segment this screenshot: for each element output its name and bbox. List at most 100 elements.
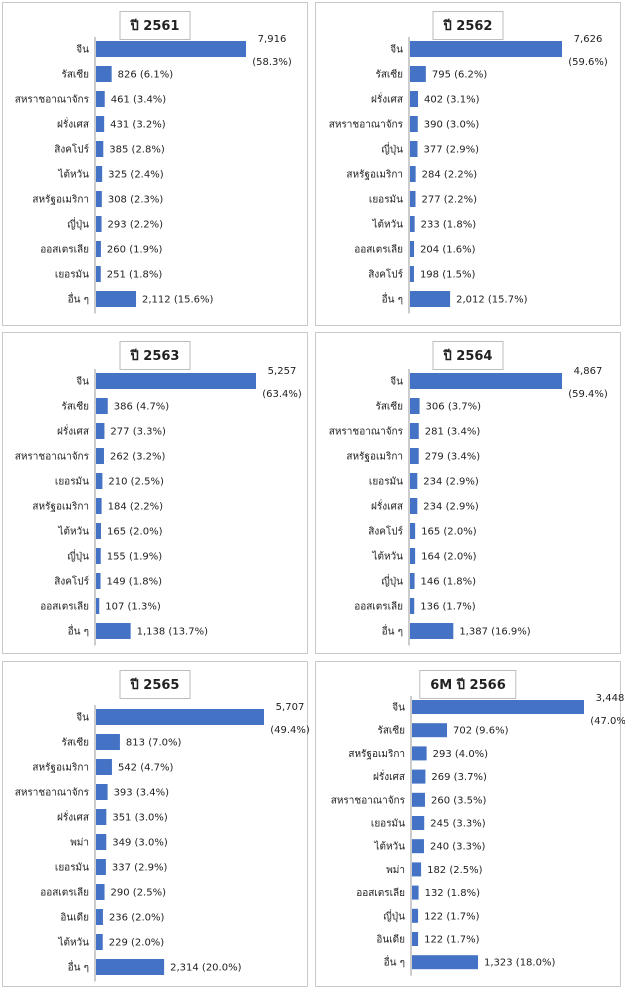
data-label: 826 (6.1%) [118, 70, 174, 81]
category-label: ญี่ปุ่น [381, 142, 403, 156]
bar [96, 116, 105, 132]
data-label-percent: (49.4%) [270, 725, 310, 736]
category-label: ไต้หวัน [57, 937, 89, 949]
data-label: 349 (3.0%) [112, 838, 168, 849]
category-label: สิงคโปร์ [54, 575, 89, 588]
data-label: 1,387 (16.9%) [459, 627, 530, 638]
category-label: ฝรั่งเศส [57, 117, 89, 131]
category-label: สหราชอาณาจักร [15, 452, 90, 463]
bar-chart-2562: จีน 7,626 (59.6%) รัสเซีย 795 (6.2%) ฝรั่งเศส… [329, 34, 608, 314]
bar [410, 216, 415, 232]
data-label: 210 (2.5%) [108, 477, 164, 488]
bar [96, 884, 105, 900]
bar [96, 241, 101, 257]
bar [96, 909, 103, 925]
category-label: รัสเซีย [61, 401, 89, 413]
data-label: 277 (2.2%) [422, 195, 478, 206]
data-label: 279 (3.4%) [425, 452, 481, 463]
data-label-value: 5,257 [268, 366, 297, 377]
category-label: ไต้หวัน [371, 551, 403, 563]
bar [96, 216, 102, 232]
bar [96, 448, 104, 464]
category-label: ไต้หวัน [57, 169, 89, 181]
chart-panel-2561: ปี 2561 จีน 7,916 (58.3%) รัสเซีย 826 (6.1%)… [2, 2, 308, 326]
data-label: 146 (1.8%) [421, 577, 477, 588]
category-label: เยอรมัน [371, 819, 405, 830]
data-label: 542 (4.7%) [118, 763, 174, 774]
data-label: 290 (2.5%) [111, 888, 167, 899]
category-label: รัสเซีย [375, 401, 403, 413]
data-label: 234 (2.9%) [423, 502, 479, 513]
data-label: 204 (1.6%) [420, 245, 476, 256]
category-label: อื่น ๆ [384, 955, 405, 969]
data-label: 233 (1.8%) [421, 220, 477, 231]
data-label: 229 (2.0%) [109, 938, 165, 949]
data-label: 149 (1.8%) [107, 577, 163, 588]
data-label: 385 (2.8%) [109, 145, 165, 156]
bar [410, 373, 562, 389]
category-label: สหราชอาณาจักร [15, 788, 90, 799]
category-label: พม่า [386, 865, 405, 876]
category-label: จีน [390, 44, 403, 56]
category-label: สิงคโปร์ [368, 268, 403, 281]
bar [410, 241, 415, 257]
bar-chart-2566: จีน 3,448 (47.0%) รัสเซีย 702 (9.6%) สหรัฐอเม… [331, 693, 625, 976]
data-label: 107 (1.3%) [105, 602, 161, 613]
bar [96, 166, 103, 182]
bar [410, 291, 451, 307]
bar [410, 423, 419, 439]
bar [96, 423, 105, 439]
chart-title: ปี 2565 [119, 670, 191, 699]
bar [412, 792, 425, 807]
category-label: สหราชอาณาจักร [15, 95, 90, 106]
bar [412, 769, 426, 784]
category-label: อินเดีย [376, 934, 405, 946]
bar [96, 834, 107, 850]
bar [410, 166, 416, 182]
data-label: 325 (2.4%) [108, 170, 164, 181]
bar-chart-2563: จีน 5,257 (63.4%) รัสเซีย 386 (4.7%) ฝรั่งเศส… [15, 366, 302, 646]
bar-chart-2564: จีน 4,867 (59.4%) รัสเซีย 306 (3.7%) สหราชอาณ… [329, 366, 608, 646]
category-label: ญี่ปุ่น [67, 217, 89, 231]
category-label: รัสเซีย [377, 725, 405, 737]
data-label: 293 (4.0%) [433, 749, 489, 760]
category-label: สหรัฐอเมริกา [32, 502, 89, 513]
chart-panel-2562: ปี 2562 จีน 7,626 (59.6%) รัสเซีย 795 (6.2%)… [315, 2, 621, 326]
data-label-percent: (59.6%) [568, 57, 608, 68]
category-label: สหรัฐอเมริกา [346, 170, 403, 181]
bar [410, 598, 415, 614]
data-label-percent: (63.4%) [262, 389, 302, 400]
data-label: 377 (2.9%) [424, 145, 480, 156]
category-label: สหราชอาณาจักร [329, 120, 404, 131]
bar [410, 548, 416, 564]
category-label: พม่า [70, 838, 89, 849]
data-label: 2,314 (20.0%) [170, 963, 241, 974]
data-label-percent: (58.3%) [252, 57, 292, 68]
data-label: 390 (3.0%) [424, 120, 480, 131]
category-label: จีน [76, 376, 89, 388]
data-label: 198 (1.5%) [420, 270, 476, 281]
bar [410, 623, 454, 639]
bar [96, 291, 137, 307]
data-label: 165 (2.0%) [107, 527, 163, 538]
data-label: 182 (2.5%) [427, 865, 483, 876]
data-label: 236 (2.0%) [109, 913, 165, 924]
category-label: รัสเซีย [61, 737, 89, 749]
data-label: 293 (2.2%) [108, 220, 164, 231]
bar [96, 498, 102, 514]
data-label: 165 (2.0%) [421, 527, 477, 538]
category-label: ไต้หวัน [373, 841, 405, 853]
data-label: 306 (3.7%) [426, 402, 482, 413]
data-label: 245 (3.3%) [430, 819, 486, 830]
category-label: ออสเตรเลีย [40, 601, 89, 613]
data-label: 234 (2.9%) [423, 477, 479, 488]
category-label: สหรัฐอเมริกา [32, 195, 89, 206]
category-label: ญี่ปุ่น [67, 549, 89, 563]
data-label: 1,323 (18.0%) [484, 958, 555, 969]
data-label: 184 (2.2%) [108, 502, 164, 513]
data-label: 337 (2.9%) [112, 863, 168, 874]
bar [96, 859, 106, 875]
category-label: อื่น ๆ [382, 624, 403, 638]
bar [412, 700, 584, 714]
bar [412, 908, 419, 923]
